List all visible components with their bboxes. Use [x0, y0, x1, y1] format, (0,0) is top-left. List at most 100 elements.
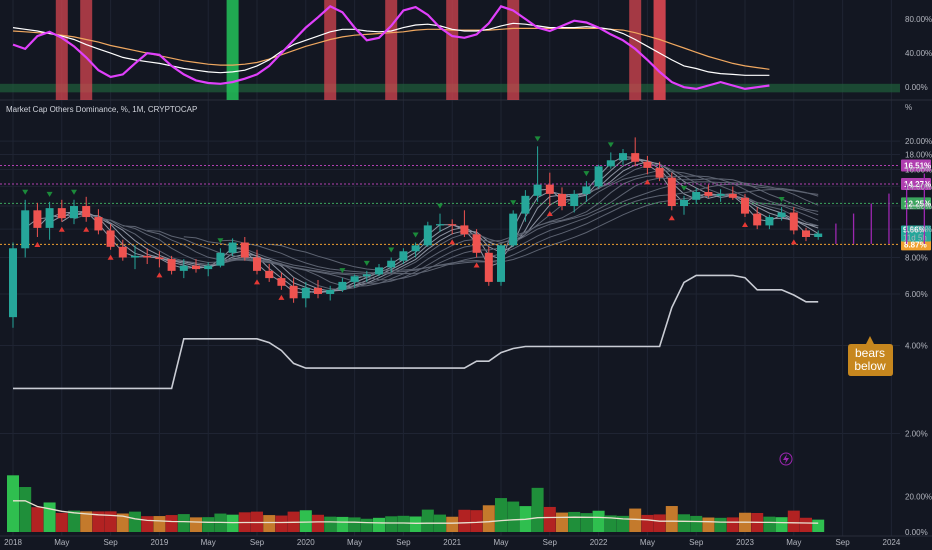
x-tick-label: May	[54, 538, 69, 547]
x-tick-label: May	[493, 538, 508, 547]
candle-body	[82, 206, 91, 218]
oscillator-tick-label: 40.00%	[905, 49, 932, 58]
volume-bar	[629, 508, 642, 532]
sell-setup-marker	[742, 222, 748, 228]
volume-bar	[263, 515, 276, 532]
x-tick-label: May	[201, 538, 216, 547]
chart-title: Market Cap Others Dominance, %, 1M, CRYP…	[6, 105, 197, 114]
oscillator-red-bar	[385, 0, 398, 100]
volume-bar	[360, 518, 373, 532]
x-tick-label: May	[347, 538, 362, 547]
buy-setup-marker	[583, 171, 590, 177]
candle-body	[570, 193, 579, 206]
candle-body	[558, 193, 566, 206]
volume-bar	[665, 506, 678, 532]
candle-body	[179, 265, 188, 271]
volume-tick-label: 20.00%	[905, 493, 932, 502]
candle-body	[216, 252, 225, 266]
oscillator-red-bar	[653, 0, 666, 100]
volume-bar	[714, 517, 727, 532]
candle-body	[240, 242, 249, 258]
oscillator-red-bar	[80, 0, 93, 100]
level-tag	[901, 159, 931, 172]
candle-body	[814, 233, 823, 238]
volume-bar	[702, 517, 715, 532]
volume-bar	[690, 515, 703, 532]
level-tag	[901, 178, 931, 191]
candle-body	[399, 251, 408, 261]
volume-bar	[336, 516, 349, 532]
candle-body	[94, 217, 103, 231]
y-tick-label: 18.00%	[905, 151, 932, 160]
volume-average-line	[13, 500, 819, 524]
volume-bar	[763, 516, 776, 532]
candle-body	[411, 245, 420, 252]
candle-body	[460, 225, 469, 235]
ribbon-line	[269, 188, 819, 271]
volume-bar	[80, 511, 93, 532]
candle-body	[350, 276, 359, 282]
support-step-line	[13, 274, 819, 390]
candle-body	[57, 208, 66, 219]
buy-setup-marker	[217, 238, 224, 244]
ribbon-line	[49, 159, 819, 293]
buy-setup-marker	[339, 268, 346, 274]
volume-bar	[592, 510, 605, 532]
volume-bar	[104, 511, 117, 532]
volume-bar	[604, 515, 617, 532]
volume-bar	[348, 517, 361, 532]
oscillator-magenta-line	[12, 4, 770, 91]
candle-body	[314, 287, 322, 294]
candle-body	[338, 281, 347, 290]
buy-setup-marker	[681, 185, 687, 191]
volume-bar	[299, 510, 312, 532]
candle-body	[192, 265, 200, 270]
volume-bar	[129, 511, 141, 532]
candle-body	[484, 252, 493, 282]
oscillator-green-bar	[226, 0, 239, 100]
candle-body	[155, 257, 164, 260]
ribbon-line	[122, 175, 819, 284]
callout-line-1: bears	[855, 346, 885, 360]
volume-bar	[7, 475, 19, 532]
axes: 2.00% 4.00% 6.00% 8.00% 10.00% 12.00% 14.00% 16…	[4, 15, 932, 547]
x-tick-label: 2022	[590, 538, 608, 547]
buy-setup-marker	[412, 232, 419, 238]
level-tag	[901, 197, 931, 210]
candle-body	[448, 224, 457, 226]
candle-body	[21, 210, 30, 249]
sell-setup-marker	[473, 262, 480, 268]
volume-bar	[482, 505, 495, 532]
sell-setup-marker	[156, 272, 163, 278]
lightning-icon[interactable]	[779, 452, 793, 466]
volume-bar	[543, 506, 556, 532]
y-tick-label: 14.00%	[905, 182, 932, 191]
volume-bar	[421, 509, 434, 532]
sell-setup-marker	[449, 239, 456, 245]
candle-body	[619, 153, 627, 161]
volume-bar	[726, 517, 739, 532]
volume-bar	[31, 507, 44, 532]
volume-bar	[678, 514, 690, 532]
volume-bar	[397, 515, 410, 532]
price-unit-label: %	[905, 103, 912, 112]
x-tick-label: May	[786, 538, 801, 547]
y-tick-label: 16.00%	[905, 165, 932, 174]
volume-bar	[43, 502, 56, 532]
candle-body	[277, 278, 286, 286]
buy-setup-marker	[388, 247, 395, 253]
sell-setup-marker	[254, 279, 260, 285]
volume-bar	[68, 510, 80, 532]
candles	[9, 137, 823, 328]
volume-bar	[19, 487, 32, 532]
horizontal-levels: 16.51% 14.27% 12.25% 8.87% 9.66%11d 5h	[0, 159, 931, 251]
volume-bar	[275, 515, 288, 532]
candle-body	[521, 195, 530, 214]
oscillator-red-bar	[324, 0, 337, 100]
oscillator-tick-label: 80.00%	[905, 15, 932, 24]
sell-setup-marker	[546, 211, 553, 216]
callout-box	[848, 336, 893, 376]
candle-body	[204, 265, 213, 270]
level-tag-label: 14.27%	[904, 180, 931, 189]
